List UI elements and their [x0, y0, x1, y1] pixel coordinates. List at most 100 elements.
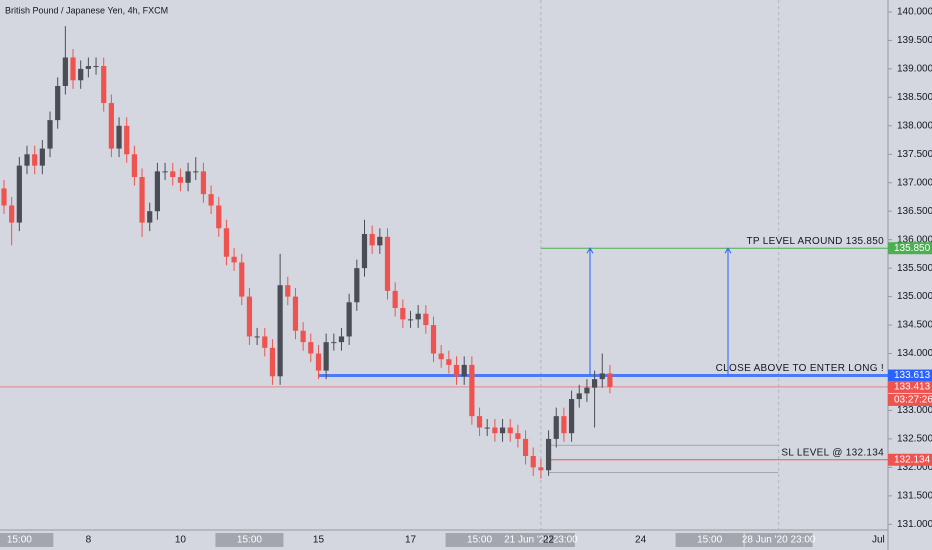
candle-body: [453, 364, 460, 377]
candle-body: [331, 342, 337, 344]
x-tick-label: 8: [86, 535, 92, 546]
candle-body: [384, 236, 391, 291]
y-tick-label: 140.000: [897, 7, 932, 18]
candle-body: [499, 427, 506, 434]
candle-body: [469, 364, 475, 417]
x-tick-label: 21 Jun '20 23:00: [504, 535, 578, 546]
time-highlight: [0, 533, 54, 547]
candle-body: [170, 171, 176, 178]
sl-box: [888, 453, 932, 466]
entry-text: 133.613: [894, 370, 931, 381]
candle-body: [147, 211, 153, 223]
candle-body: [185, 171, 191, 183]
candle-body: [154, 171, 160, 212]
candle-body: [139, 177, 145, 223]
candle-body: [32, 154, 38, 166]
time-highlight: [506, 533, 575, 547]
countdown-text: 03:27:26: [894, 395, 932, 406]
candle-body: [292, 296, 299, 331]
candle-body: [538, 467, 544, 471]
y-tick-label: 138.500: [897, 92, 932, 103]
candle-body: [315, 353, 322, 371]
candle-body: [507, 427, 513, 434]
candle-body: [415, 313, 421, 320]
candle-body: [200, 171, 207, 195]
candle-body: [177, 177, 184, 183]
candle-body: [62, 57, 68, 86]
candle-body: [476, 416, 483, 428]
tp-box: [888, 242, 932, 255]
x-tick-label: 15: [313, 535, 325, 546]
candle-body: [515, 433, 521, 439]
time-highlight: [744, 533, 813, 547]
countdown-box: [888, 393, 932, 406]
candle-body: [338, 336, 345, 343]
y-tick-label: 132.500: [897, 434, 932, 445]
x-tick-label: 15:00: [237, 535, 262, 546]
y-tick-label: 131.000: [897, 519, 932, 530]
candle-body: [254, 336, 260, 338]
y-tick-label: 137.500: [897, 149, 932, 160]
last-price-box: [888, 380, 932, 393]
candle-body: [530, 455, 536, 468]
candle-body: [108, 103, 114, 149]
candle-body: [85, 66, 91, 69]
candle-body: [346, 302, 352, 337]
candle-body: [262, 336, 268, 348]
arrow-head: [586, 247, 594, 254]
candle-body: [55, 85, 61, 121]
candle-body: [599, 373, 605, 380]
x-tick-label: 15:00: [697, 535, 722, 546]
candle-body: [484, 427, 490, 429]
y-tick-label: 133.000: [897, 405, 932, 416]
candle-body: [300, 330, 306, 343]
candle-body: [553, 416, 559, 439]
time-highlight: [215, 533, 284, 547]
stop_loss-label: SL LEVEL @ 132.134: [781, 447, 884, 458]
x-tick-label: 10: [175, 535, 187, 546]
candle-body: [246, 296, 253, 337]
candle-body: [101, 66, 107, 104]
candle-body: [446, 359, 452, 365]
x-tick-label: 22: [543, 535, 555, 546]
candle-body: [377, 236, 383, 246]
y-tick-label: 132.000: [897, 462, 932, 473]
candle-body: [400, 307, 406, 320]
sl-text: 132.134: [894, 454, 931, 465]
candle-body: [591, 379, 598, 388]
candle-body: [461, 364, 467, 377]
take_profit-label: TP LEVEL AROUND 135.850: [746, 236, 884, 247]
entry-box: [888, 369, 932, 382]
time-highlight: [445, 533, 514, 547]
y-tick-label: 135.500: [897, 263, 932, 274]
candle-body: [308, 342, 314, 354]
candle-body: [361, 233, 368, 269]
candle-body: [124, 125, 130, 155]
x-tick-label: 15:00: [7, 535, 32, 546]
x-tick-label: 15:00: [467, 535, 492, 546]
arrow-head: [724, 247, 732, 254]
candle-body: [216, 205, 222, 229]
candle-body: [231, 256, 237, 263]
candle-body: [193, 171, 199, 173]
candle-body: [16, 165, 22, 223]
chart-title: British Pound / Japanese Yen, 4h, FXCM: [5, 5, 168, 15]
candle-body: [568, 399, 575, 434]
y-tick-label: 136.000: [897, 234, 932, 245]
candle-body: [78, 68, 84, 81]
candle-body: [392, 290, 398, 308]
y-tick-label: 134.500: [897, 320, 932, 331]
x-tick-label: 24: [635, 535, 647, 546]
y-tick-label: 139.000: [897, 64, 932, 75]
y-tick-label: 138.000: [897, 120, 932, 131]
candle-body: [9, 205, 15, 223]
candle-body: [430, 325, 437, 354]
x-tick-label: 17: [405, 535, 417, 546]
candle-body: [522, 438, 529, 456]
candle-body: [47, 120, 53, 149]
candle-body: [223, 228, 230, 257]
candle-body: [239, 262, 245, 297]
candle-body: [269, 347, 276, 377]
y-tick-label: 136.500: [897, 206, 932, 217]
